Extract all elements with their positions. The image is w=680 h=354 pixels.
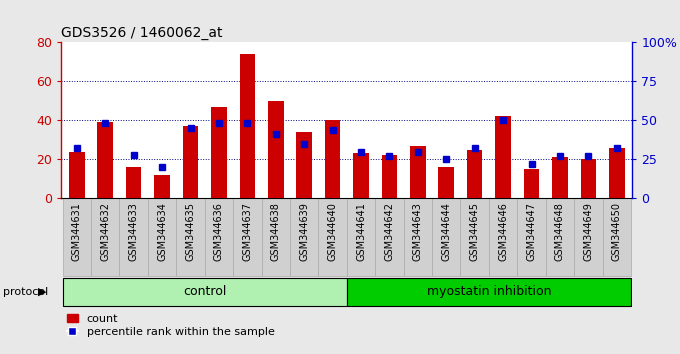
Bar: [211, 107, 226, 198]
Bar: [126, 167, 141, 198]
Text: GSM344642: GSM344642: [384, 202, 394, 261]
FancyBboxPatch shape: [460, 198, 489, 276]
FancyBboxPatch shape: [91, 198, 120, 276]
Text: protocol: protocol: [3, 287, 49, 297]
Bar: [381, 155, 397, 198]
Text: GSM344634: GSM344634: [157, 202, 167, 261]
Bar: [524, 169, 539, 198]
Bar: [239, 54, 255, 198]
Bar: [183, 126, 199, 198]
Text: GSM344650: GSM344650: [612, 202, 622, 261]
FancyBboxPatch shape: [148, 198, 176, 276]
FancyBboxPatch shape: [404, 198, 432, 276]
Bar: [495, 116, 511, 198]
FancyBboxPatch shape: [120, 198, 148, 276]
Text: GSM344644: GSM344644: [441, 202, 452, 261]
Text: GSM344638: GSM344638: [271, 202, 281, 261]
FancyBboxPatch shape: [176, 198, 205, 276]
Bar: [467, 149, 483, 198]
Text: GSM344633: GSM344633: [129, 202, 139, 261]
Bar: [581, 159, 596, 198]
Text: GSM344648: GSM344648: [555, 202, 565, 261]
Text: GSM344641: GSM344641: [356, 202, 366, 261]
Text: GSM344643: GSM344643: [413, 202, 423, 261]
Text: GSM344635: GSM344635: [186, 202, 196, 261]
FancyBboxPatch shape: [347, 278, 631, 306]
Text: GSM344631: GSM344631: [72, 202, 82, 261]
FancyBboxPatch shape: [375, 198, 404, 276]
Text: GSM344639: GSM344639: [299, 202, 309, 261]
FancyBboxPatch shape: [63, 198, 91, 276]
Bar: [410, 146, 426, 198]
Text: GSM344636: GSM344636: [214, 202, 224, 261]
Text: GSM344647: GSM344647: [526, 202, 537, 261]
Bar: [552, 157, 568, 198]
FancyBboxPatch shape: [63, 278, 347, 306]
FancyBboxPatch shape: [262, 198, 290, 276]
Bar: [97, 122, 113, 198]
FancyBboxPatch shape: [432, 198, 460, 276]
FancyBboxPatch shape: [233, 198, 262, 276]
Bar: [69, 152, 84, 198]
Bar: [353, 154, 369, 198]
FancyBboxPatch shape: [517, 198, 546, 276]
FancyBboxPatch shape: [347, 198, 375, 276]
Bar: [325, 120, 341, 198]
Bar: [296, 132, 312, 198]
FancyBboxPatch shape: [205, 198, 233, 276]
Legend: count, percentile rank within the sample: count, percentile rank within the sample: [67, 314, 275, 337]
Text: ▶: ▶: [38, 287, 46, 297]
Bar: [439, 167, 454, 198]
Bar: [154, 175, 170, 198]
Text: control: control: [183, 285, 226, 298]
Text: GDS3526 / 1460062_at: GDS3526 / 1460062_at: [61, 26, 222, 40]
Text: GSM344632: GSM344632: [100, 202, 110, 261]
Text: GSM344645: GSM344645: [470, 202, 479, 261]
FancyBboxPatch shape: [546, 198, 574, 276]
FancyBboxPatch shape: [489, 198, 517, 276]
Text: GSM344646: GSM344646: [498, 202, 508, 261]
Text: GSM344640: GSM344640: [328, 202, 337, 261]
Text: GSM344649: GSM344649: [583, 202, 594, 261]
FancyBboxPatch shape: [602, 198, 631, 276]
FancyBboxPatch shape: [290, 198, 318, 276]
Bar: [268, 101, 284, 198]
FancyBboxPatch shape: [574, 198, 602, 276]
Text: GSM344637: GSM344637: [242, 202, 252, 261]
Bar: [609, 148, 625, 198]
FancyBboxPatch shape: [318, 198, 347, 276]
Text: myostatin inhibition: myostatin inhibition: [426, 285, 551, 298]
